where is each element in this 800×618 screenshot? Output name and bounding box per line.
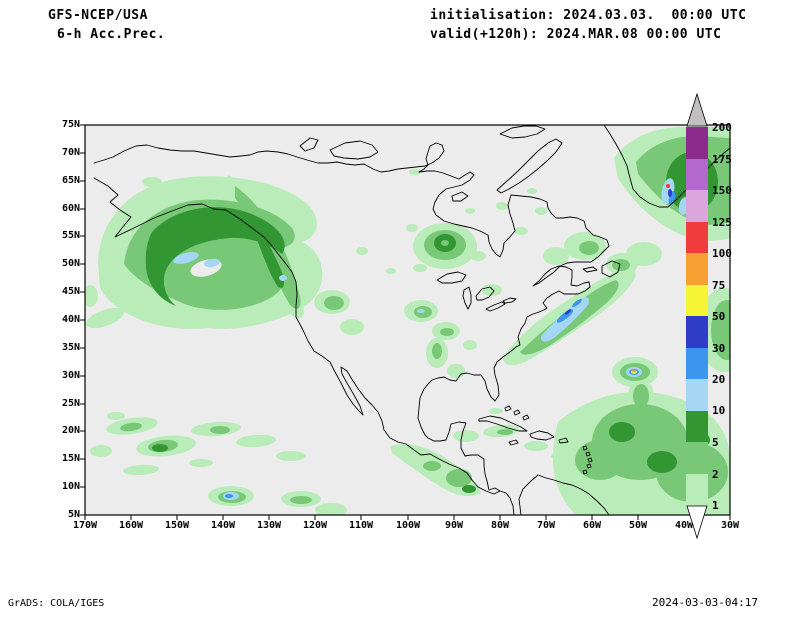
lat-label: 75N — [61, 119, 80, 130]
lat-label: 20N — [61, 425, 80, 436]
legend-value: 5 — [712, 436, 719, 449]
lon-label: 130W — [256, 520, 282, 531]
lat-label: 65N — [61, 175, 80, 186]
precip-orange — [632, 369, 636, 373]
precip-red — [666, 184, 670, 188]
ring-center — [441, 240, 449, 246]
above-max-arrow — [686, 93, 708, 127]
legend-segment — [686, 473, 708, 505]
legend-value: 100 — [712, 247, 732, 260]
legend-value: 200 — [712, 121, 732, 134]
lon-label: 150W — [164, 520, 190, 531]
creation-timestamp: 2024-03-03-04:17 — [652, 596, 758, 609]
legend-segment — [686, 253, 708, 285]
lon-label: 40W — [674, 520, 694, 531]
lon-label: 160W — [118, 520, 144, 531]
lat-label: 10N — [61, 481, 80, 492]
lon-label: 140W — [210, 520, 236, 531]
below-min-arrow — [686, 505, 708, 540]
lon-ticks — [84, 515, 731, 520]
lat-label: 55N — [61, 230, 80, 241]
legend-value: 2 — [712, 468, 719, 481]
legend-segment — [686, 410, 708, 442]
legend-segment — [686, 127, 708, 159]
lat-label: 35N — [61, 342, 80, 353]
product-title: 6-h Acc.Prec. — [57, 27, 166, 42]
legend-value: 125 — [712, 216, 732, 229]
lon-label: 30W — [720, 520, 740, 531]
coastlines — [93, 125, 730, 515]
lon-label: 80W — [490, 520, 510, 531]
legend-value: 75 — [712, 279, 726, 292]
lon-label: 70W — [536, 520, 556, 531]
lat-label: 45N — [61, 286, 80, 297]
lat-label: 25N — [61, 398, 80, 409]
legend-value: 30 — [712, 342, 726, 355]
legend-segment — [686, 190, 708, 222]
legend-segment — [686, 221, 708, 253]
lon-label: 100W — [395, 520, 421, 531]
legend-segment — [686, 158, 708, 190]
lat-label: 40N — [61, 314, 80, 325]
lon-label: 50W — [628, 520, 648, 531]
legend-value: 1 — [712, 499, 719, 512]
precip-dark-blue — [564, 189, 672, 315]
lat-label: 70N — [61, 147, 80, 158]
model-title: GFS-NCEP/USA — [48, 8, 148, 23]
legend-segment — [686, 316, 708, 348]
lat-label: 60N — [61, 203, 80, 214]
init-time: initialisation: 2024.03.03. 00:00 UTC — [430, 8, 747, 23]
legend-value: 150 — [712, 184, 732, 197]
lat-label: 5N — [67, 509, 80, 520]
lon-label: 60W — [582, 520, 602, 531]
great-lakes — [436, 271, 517, 312]
legend-colorbar — [686, 127, 708, 505]
legend-segment — [686, 347, 708, 379]
lat-ticks — [80, 124, 85, 516]
grads-stamp: GrADS: COLA/IGES — [8, 598, 105, 609]
legend-segment — [686, 284, 708, 316]
legend-segment — [686, 442, 708, 474]
lat-label: 30N — [61, 370, 80, 381]
legend-value: 20 — [712, 373, 726, 386]
lon-label: 110W — [348, 520, 374, 531]
lon-label: 90W — [444, 520, 464, 531]
lon-label: 120W — [302, 520, 328, 531]
legend-value: 50 — [712, 310, 726, 323]
legend-value: 10 — [712, 404, 726, 417]
valid-time: valid(+120h): 2024.MAR.08 00:00 UTC — [430, 27, 722, 42]
lat-label: 15N — [61, 453, 80, 464]
legend-value: 175 — [712, 153, 732, 166]
lon-label: 170W — [72, 520, 98, 531]
lat-label: 50N — [61, 258, 80, 269]
legend-segment — [686, 379, 708, 411]
